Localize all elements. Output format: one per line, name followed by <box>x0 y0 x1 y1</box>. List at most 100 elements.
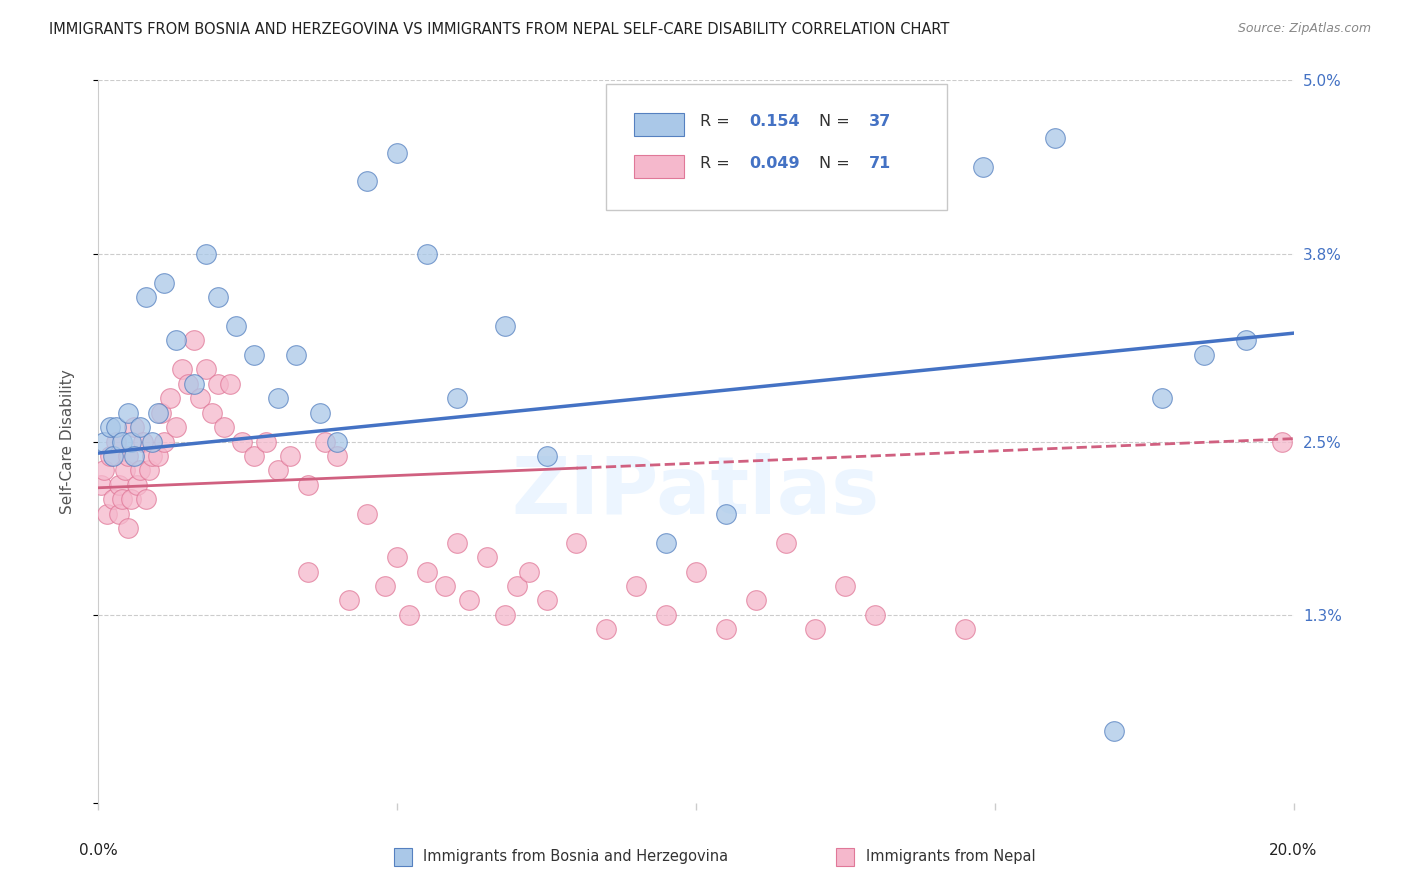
Point <box>120 434 142 449</box>
Point <box>243 348 266 362</box>
Point <box>201 406 224 420</box>
Point <box>374 579 396 593</box>
Point <box>148 406 170 420</box>
Point <box>90 478 112 492</box>
Point <box>195 246 218 260</box>
Point <box>326 434 349 449</box>
Point <box>506 579 529 593</box>
Point <box>714 507 737 521</box>
Point <box>165 420 187 434</box>
Point <box>98 449 122 463</box>
Point <box>398 607 420 622</box>
Point <box>494 607 516 622</box>
Point <box>714 623 737 637</box>
Point <box>339 593 361 607</box>
Point <box>96 507 118 521</box>
Point <box>93 434 115 449</box>
Point <box>565 535 588 549</box>
Point <box>685 565 707 579</box>
Point <box>953 623 976 637</box>
Text: 0.049: 0.049 <box>749 156 800 171</box>
Point <box>458 593 481 607</box>
Point <box>254 434 277 449</box>
Point <box>117 449 139 463</box>
Point <box>1234 334 1257 348</box>
Point <box>284 348 307 362</box>
Text: N =: N = <box>820 114 855 129</box>
Point <box>124 420 146 434</box>
Point <box>434 579 457 593</box>
Point <box>98 420 122 434</box>
Point <box>308 406 330 420</box>
Point <box>172 362 194 376</box>
Point <box>148 449 170 463</box>
Point <box>114 463 136 477</box>
Point <box>150 406 173 420</box>
Text: Immigrants from Nepal: Immigrants from Nepal <box>866 849 1035 864</box>
Point <box>267 463 290 477</box>
FancyBboxPatch shape <box>606 84 948 211</box>
Text: ZIPatlas: ZIPatlas <box>512 453 880 531</box>
Point <box>745 593 768 607</box>
Point <box>834 579 856 593</box>
Point <box>972 160 994 174</box>
Point <box>120 492 142 507</box>
Point <box>129 420 152 434</box>
Point <box>1192 348 1215 362</box>
Point <box>267 391 290 405</box>
Point <box>183 376 205 391</box>
Point <box>188 391 211 405</box>
Point <box>385 550 409 565</box>
Point <box>385 145 409 160</box>
Point <box>103 492 125 507</box>
Point <box>153 276 176 290</box>
Point <box>135 290 157 304</box>
Text: R =: R = <box>700 156 734 171</box>
Point <box>117 521 139 535</box>
Point <box>124 449 146 463</box>
Point <box>278 449 301 463</box>
Point <box>536 593 558 607</box>
Point <box>297 478 319 492</box>
Point <box>177 376 200 391</box>
Point <box>127 478 149 492</box>
Point <box>183 334 205 348</box>
Text: IMMIGRANTS FROM BOSNIA AND HERZEGOVINA VS IMMIGRANTS FROM NEPAL SELF-CARE DISABI: IMMIGRANTS FROM BOSNIA AND HERZEGOVINA V… <box>49 22 949 37</box>
Point <box>129 463 152 477</box>
Text: 20.0%: 20.0% <box>1270 843 1317 857</box>
Point <box>141 449 163 463</box>
Point <box>315 434 337 449</box>
Point <box>138 463 160 477</box>
Text: Immigrants from Bosnia and Herzegovina: Immigrants from Bosnia and Herzegovina <box>423 849 728 864</box>
Point <box>195 362 218 376</box>
Point <box>207 376 229 391</box>
Point <box>231 434 253 449</box>
Text: 71: 71 <box>869 156 891 171</box>
Point <box>93 463 115 477</box>
Bar <box>634 112 685 136</box>
Point <box>105 434 128 449</box>
Point <box>117 406 139 420</box>
Point <box>416 246 439 260</box>
Point <box>356 507 378 521</box>
Point <box>446 391 468 405</box>
Point <box>225 318 247 333</box>
Point <box>595 623 617 637</box>
Point <box>446 535 468 549</box>
Text: Source: ZipAtlas.com: Source: ZipAtlas.com <box>1237 22 1371 36</box>
Point <box>153 434 176 449</box>
Bar <box>634 154 685 178</box>
Point <box>243 449 266 463</box>
Point <box>356 174 378 188</box>
Point <box>108 478 131 492</box>
Point <box>714 117 737 131</box>
Text: 0.0%: 0.0% <box>79 843 118 857</box>
Point <box>212 420 235 434</box>
Text: N =: N = <box>820 156 855 171</box>
Point <box>517 565 540 579</box>
Point <box>475 550 498 565</box>
Text: R =: R = <box>700 114 734 129</box>
Point <box>416 565 439 579</box>
Y-axis label: Self-Care Disability: Self-Care Disability <box>60 369 75 514</box>
Point <box>297 565 319 579</box>
